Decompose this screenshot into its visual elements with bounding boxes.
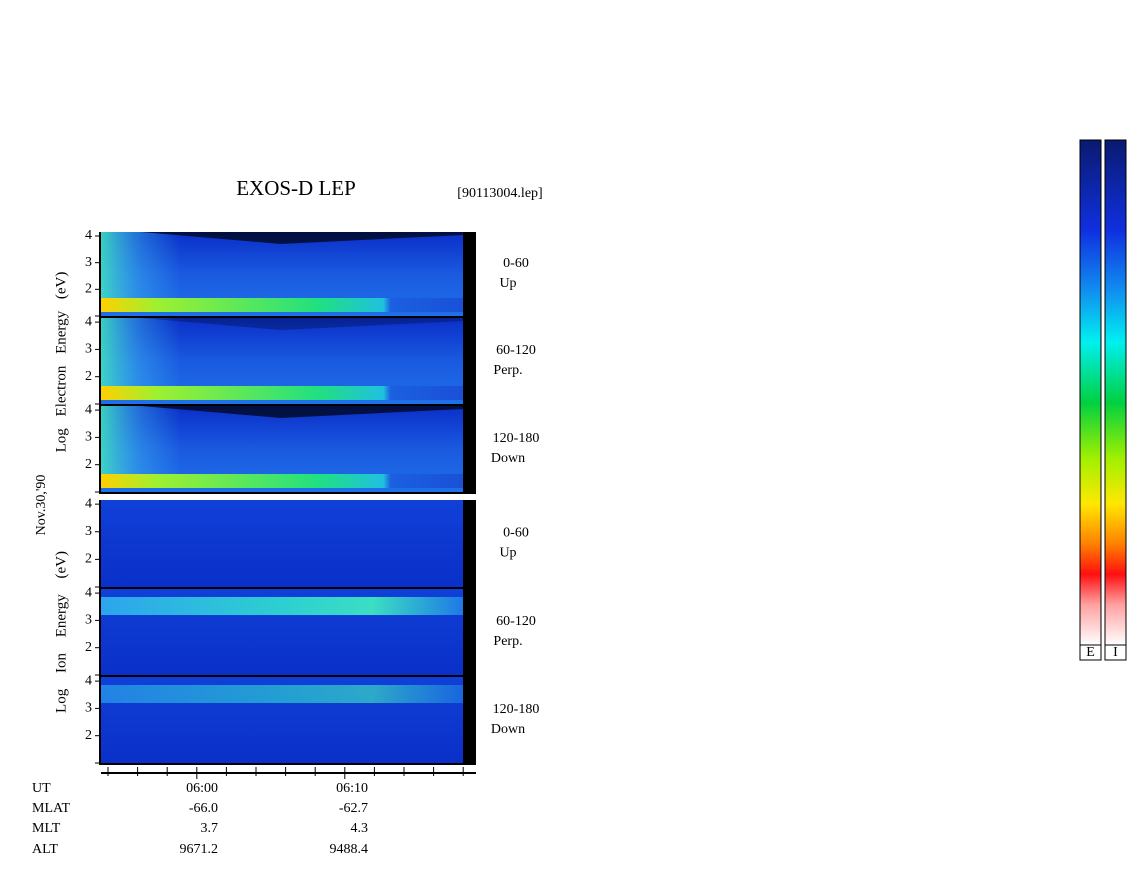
pitch-angle-label: 120-180 [493, 431, 540, 446]
direction-label: Down [491, 722, 525, 737]
ephemeris-label: ALT [32, 842, 58, 857]
ephemeris-value: 4.3 [351, 821, 369, 836]
spectrogram-band [101, 232, 181, 298]
y-tick-label: 4 [85, 496, 92, 511]
y-tick-label: 4 [85, 585, 92, 600]
y-tick-label: 3 [85, 613, 92, 628]
panel-edge [463, 318, 476, 406]
colorbar-label-box [1104, 644, 1127, 661]
direction-label: Down [491, 451, 525, 466]
panel-edge [463, 500, 476, 589]
y-tick-label: 3 [85, 342, 92, 357]
ephemeris-value: 06:00 [186, 781, 218, 796]
ephemeris-value: 9671.2 [180, 842, 219, 857]
pitch-angle-label: 120-180 [493, 702, 540, 717]
spectrogram-band [101, 474, 463, 488]
y-tick-label: 4 [85, 228, 92, 243]
colorbar-label: E [1086, 645, 1095, 660]
spectrogram-band [101, 298, 463, 312]
y-tick-label: 2 [85, 457, 92, 472]
y-tick-label: 4 [85, 314, 92, 329]
direction-label: Up [499, 546, 516, 561]
colorbar [1104, 139, 1127, 646]
y-tick-label: 4 [85, 402, 92, 417]
direction-label: Perp. [493, 363, 522, 378]
panel-edge [463, 589, 476, 677]
panel-edge [463, 232, 476, 318]
y-tick-label: 3 [85, 524, 92, 539]
pitch-angle-label: 0-60 [503, 256, 529, 271]
file-label: [90113004.lep] [457, 186, 542, 201]
ephemeris-label: UT [32, 781, 51, 796]
y-tick-label: 2 [85, 640, 92, 655]
y-tick-label: 2 [85, 282, 92, 297]
direction-label: Up [499, 276, 516, 291]
ephemeris-value: 9488.4 [330, 842, 369, 857]
spectrogram-band [101, 318, 181, 386]
ephemeris-value: 06:10 [336, 781, 368, 796]
ephemeris-label: MLAT [32, 801, 71, 816]
panel-edge [463, 677, 476, 765]
spectrogram-band [101, 685, 463, 703]
spectrogram-band [101, 386, 463, 400]
y-tick-label: 2 [85, 552, 92, 567]
colorbar-label: I [1113, 645, 1118, 660]
pitch-angle-label: 0-60 [503, 526, 529, 541]
ephemeris-label: MLT [32, 821, 61, 836]
panel-edge [463, 406, 476, 494]
pitch-angle-label: 60-120 [496, 343, 536, 358]
spectrogram-band [101, 597, 463, 615]
spectrogram-void [141, 232, 463, 244]
pitch-angle-label: 60-120 [496, 614, 536, 629]
spectrogram-void [141, 318, 463, 330]
y-tick-label: 3 [85, 430, 92, 445]
y-axis-label: Log Electron Energy (eV) [53, 272, 69, 453]
direction-label: Perp. [493, 634, 522, 649]
time-ticks [107, 767, 464, 779]
y-tick-label: 2 [85, 728, 92, 743]
ephemeris-value: -66.0 [189, 801, 218, 816]
y-axis-label: Log Ion Energy (eV) [53, 551, 69, 713]
ephemeris-value: 3.7 [201, 821, 219, 836]
date-label: Nov.30,'90 [34, 475, 49, 536]
colorbar-label-box [1079, 644, 1102, 661]
chart-title: EXOS-D LEP [236, 176, 356, 200]
spectrogram-band [101, 406, 181, 474]
colorbar [1079, 139, 1102, 646]
ephemeris-value: -62.7 [339, 801, 368, 816]
y-tick-label: 4 [85, 673, 92, 688]
y-tick-label: 2 [85, 369, 92, 384]
y-tick-label: 3 [85, 701, 92, 716]
spectrogram-image [101, 500, 463, 587]
y-tick-label: 3 [85, 255, 92, 270]
spectrogram-void [141, 406, 463, 418]
